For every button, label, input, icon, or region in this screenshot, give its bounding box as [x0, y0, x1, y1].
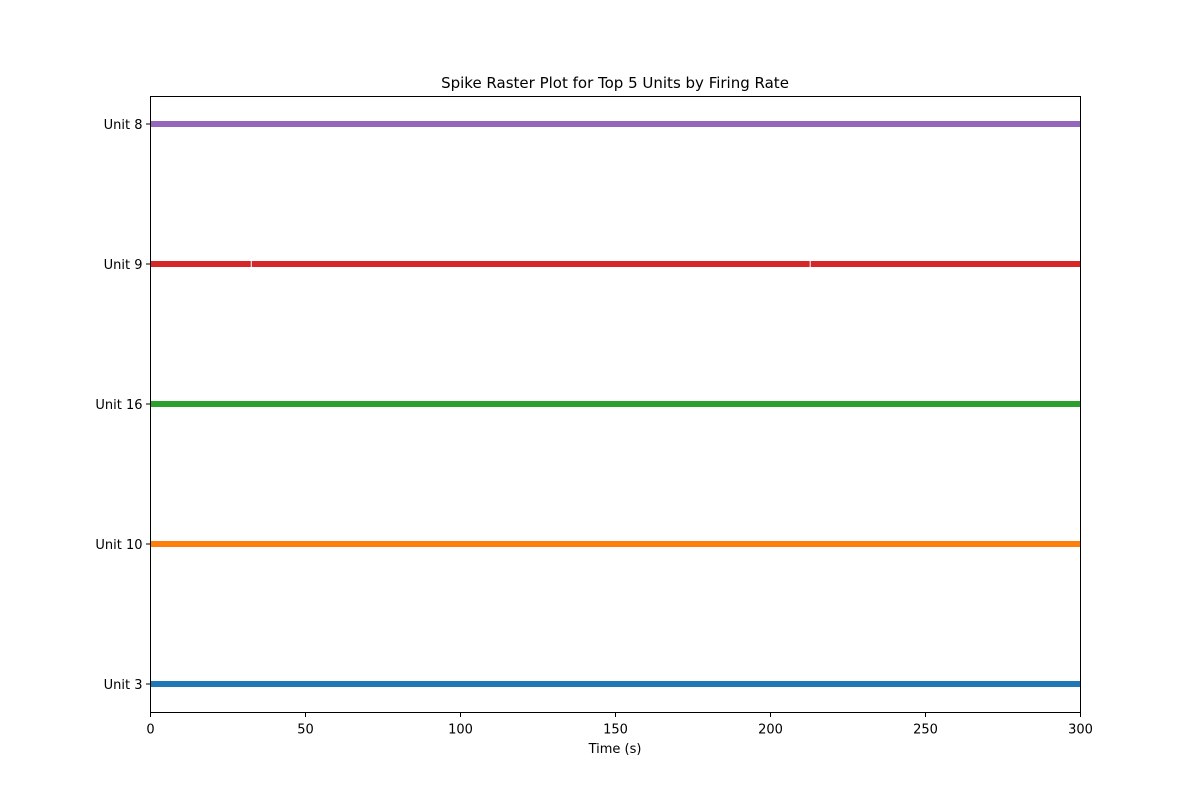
x-tick-label: 200 — [758, 723, 783, 738]
chart-title: Spike Raster Plot for Top 5 Units by Fir… — [441, 74, 789, 92]
x-tick-label: 50 — [297, 723, 314, 738]
unit-row — [150, 121, 1081, 127]
spike-band — [150, 541, 1081, 547]
y-tick-label: Unit 16 — [95, 398, 142, 413]
spike-band — [150, 681, 1081, 687]
spike-band — [150, 121, 1081, 127]
x-axis-label: Time (s) — [588, 742, 642, 757]
y-axis: Unit 3 Unit 10 Unit 16 Unit 9 Unit 8 — [95, 118, 151, 693]
y-tick-label: Unit 3 — [104, 678, 143, 693]
x-tick-label: 0 — [146, 723, 154, 738]
spike-band — [150, 401, 1081, 407]
x-tick-label: 250 — [913, 723, 938, 738]
x-axis: 0 50 100 150 200 250 300 — [146, 712, 1093, 738]
spike-layer — [150, 121, 1081, 687]
y-tick-label: Unit 8 — [104, 118, 143, 133]
y-tick-label: Unit 10 — [95, 538, 142, 553]
x-tick-label: 300 — [1068, 723, 1093, 738]
unit-row — [150, 541, 1081, 547]
x-tick-label: 100 — [448, 723, 473, 738]
unit-row — [150, 681, 1081, 687]
y-tick-label: Unit 9 — [104, 258, 143, 273]
unit-row — [150, 401, 1081, 407]
spike-band — [150, 261, 1081, 267]
x-tick-label: 150 — [603, 723, 628, 738]
unit-row — [150, 261, 1081, 267]
